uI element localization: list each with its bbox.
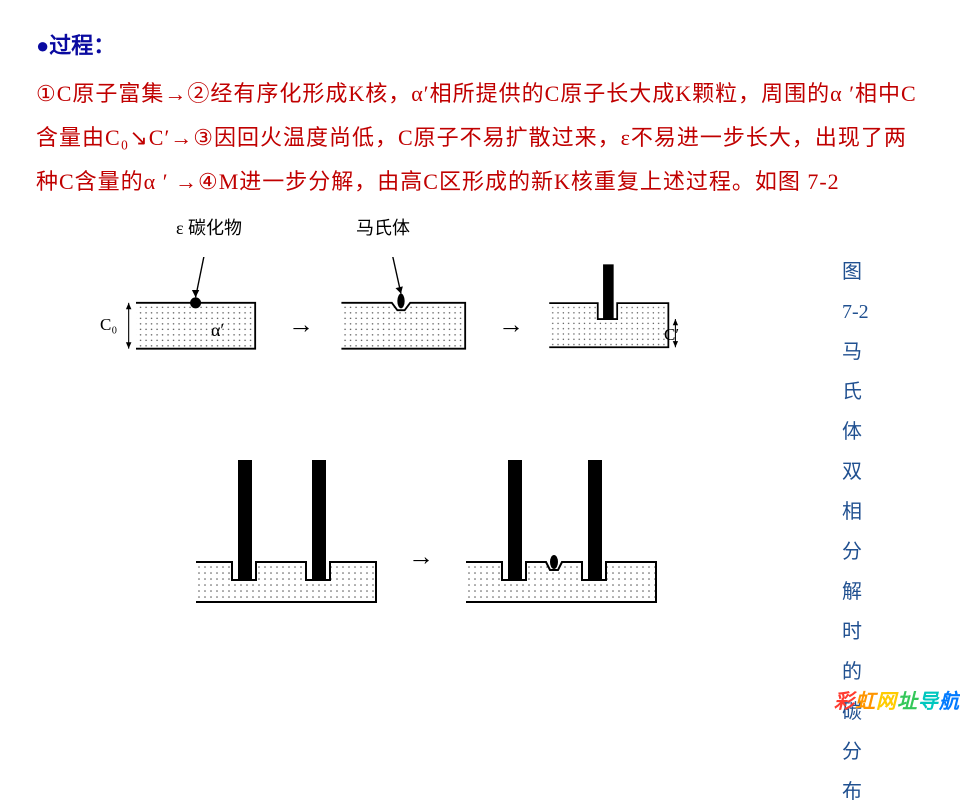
section-heading: ●过程： <box>36 28 924 60</box>
arrow-3: → <box>408 542 434 572</box>
cap-line: 解时 <box>842 572 872 652</box>
label-alpha-prime: α′ <box>211 320 224 341</box>
panel-2 <box>326 257 476 367</box>
panel-5 <box>456 452 666 612</box>
watermark: 彩虹网址导航 <box>834 685 960 714</box>
cap-line: 图7-2 <box>842 252 872 332</box>
cap-line: 分布 <box>842 732 872 812</box>
cap-line: 马氏 <box>842 332 872 412</box>
figure-area: ε 碳化物 马氏体 C₀ α′ <box>36 222 924 622</box>
label-epsilon: ε 碳化物 <box>176 214 242 240</box>
label-martensite: 马氏体 <box>356 214 410 240</box>
label-c-prime: C′ <box>664 325 679 345</box>
panel-4 <box>186 452 386 612</box>
label-c0: C₀ <box>100 315 117 335</box>
cap-line: 相分 <box>842 492 872 572</box>
panel-3 <box>536 257 686 367</box>
figure-caption: 图7-2 马氏 体双 相分 解时 的碳 分布 <box>842 252 872 812</box>
arrow-2: → <box>498 310 524 340</box>
arrow-1: → <box>288 310 314 340</box>
cap-line: 体双 <box>842 412 872 492</box>
panel-1 <box>116 257 266 367</box>
body-text: ①C原子富集→②经有序化形成K核，α′相所提供的C原子长大成K颗粒，周围的α ′… <box>36 72 924 204</box>
